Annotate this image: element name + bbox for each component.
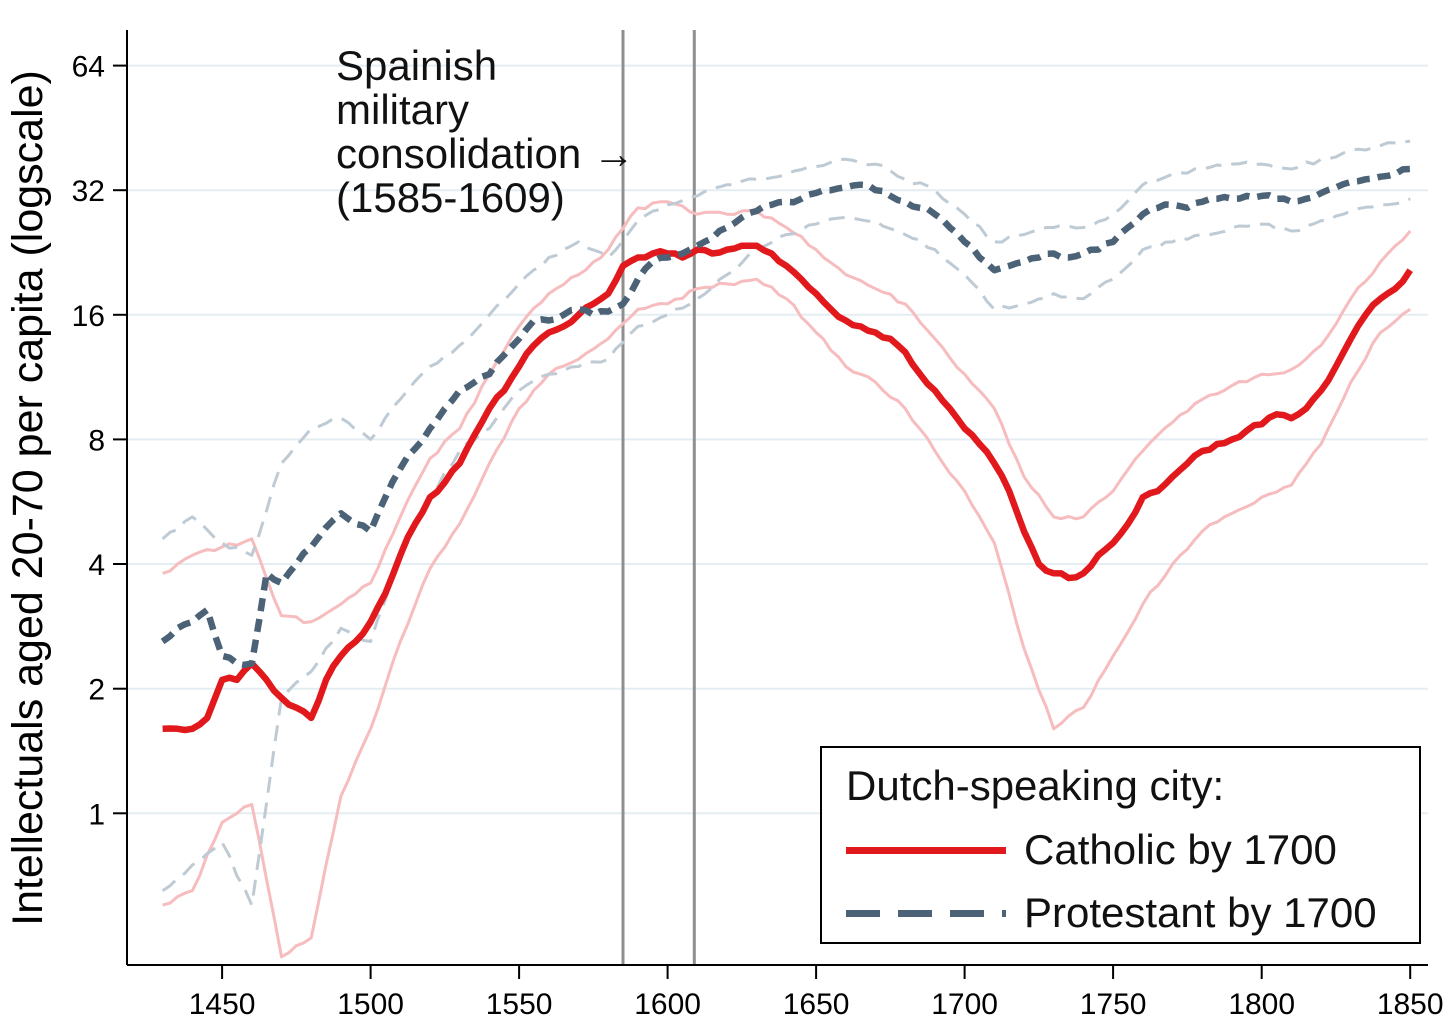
gridlines: [127, 64, 1428, 815]
series-lines: [160, 139, 1413, 959]
series-catholic-ci-lower-line: [162, 277, 1412, 959]
series-protestant-ci-upper-line: [161, 139, 1411, 557]
legend-entry-protestant: Protestant by 1700: [846, 889, 1419, 936]
legend-label-protestant: Protestant by 1700: [1024, 889, 1377, 936]
event-lines: [621, 30, 696, 965]
x-tick-label-1550: 1550: [486, 988, 553, 1021]
annotation-spanish-military-consolidation: Spainish military consolidation → (1585-…: [336, 42, 635, 221]
x-tick-label-1700: 1700: [931, 988, 998, 1021]
catholic-line-sample-icon: [846, 846, 1006, 854]
x-tick-label-1850: 1850: [1377, 988, 1444, 1021]
y-tick-label-2: 2: [88, 674, 105, 707]
x-tick-label-1600: 1600: [634, 988, 701, 1021]
y-tick-label-64: 64: [72, 51, 105, 84]
y-tick-label-4: 4: [88, 549, 105, 582]
x-tick-label-1450: 1450: [189, 988, 256, 1021]
y-tick-label-16: 16: [72, 300, 105, 333]
tick-labels: 1 2 4 8 16 32 64 1450 1500 1550 1600 1650 1700 1750 18…: [72, 51, 1444, 1021]
legend-label-catholic: Catholic by 1700: [1024, 826, 1337, 873]
series-protestant-line: [160, 165, 1411, 669]
y-axis-title: Intellectuals aged 20-70 per capita (log…: [4, 70, 52, 926]
legend-title: Dutch-speaking city:: [846, 762, 1225, 809]
series-catholic-ci-upper-line: [162, 200, 1412, 625]
legend: Dutch-speaking city: Catholic by 1700 Pr…: [820, 746, 1421, 944]
axes: [113, 30, 1428, 979]
y-tick-label-1: 1: [88, 798, 105, 831]
x-tick-label-1750: 1750: [1080, 988, 1147, 1021]
x-tick-label-1500: 1500: [337, 988, 404, 1021]
series-catholic-line: [162, 242, 1413, 734]
protestant-line-sample-icon: [846, 909, 1006, 917]
legend-entry-catholic: Catholic by 1700: [846, 826, 1419, 873]
x-tick-label-1650: 1650: [783, 988, 850, 1021]
series-protestant-ci-lower-line: [161, 197, 1411, 907]
y-tick-label-32: 32: [72, 175, 105, 208]
x-tick-label-1800: 1800: [1228, 988, 1295, 1021]
y-tick-label-8: 8: [88, 424, 105, 457]
